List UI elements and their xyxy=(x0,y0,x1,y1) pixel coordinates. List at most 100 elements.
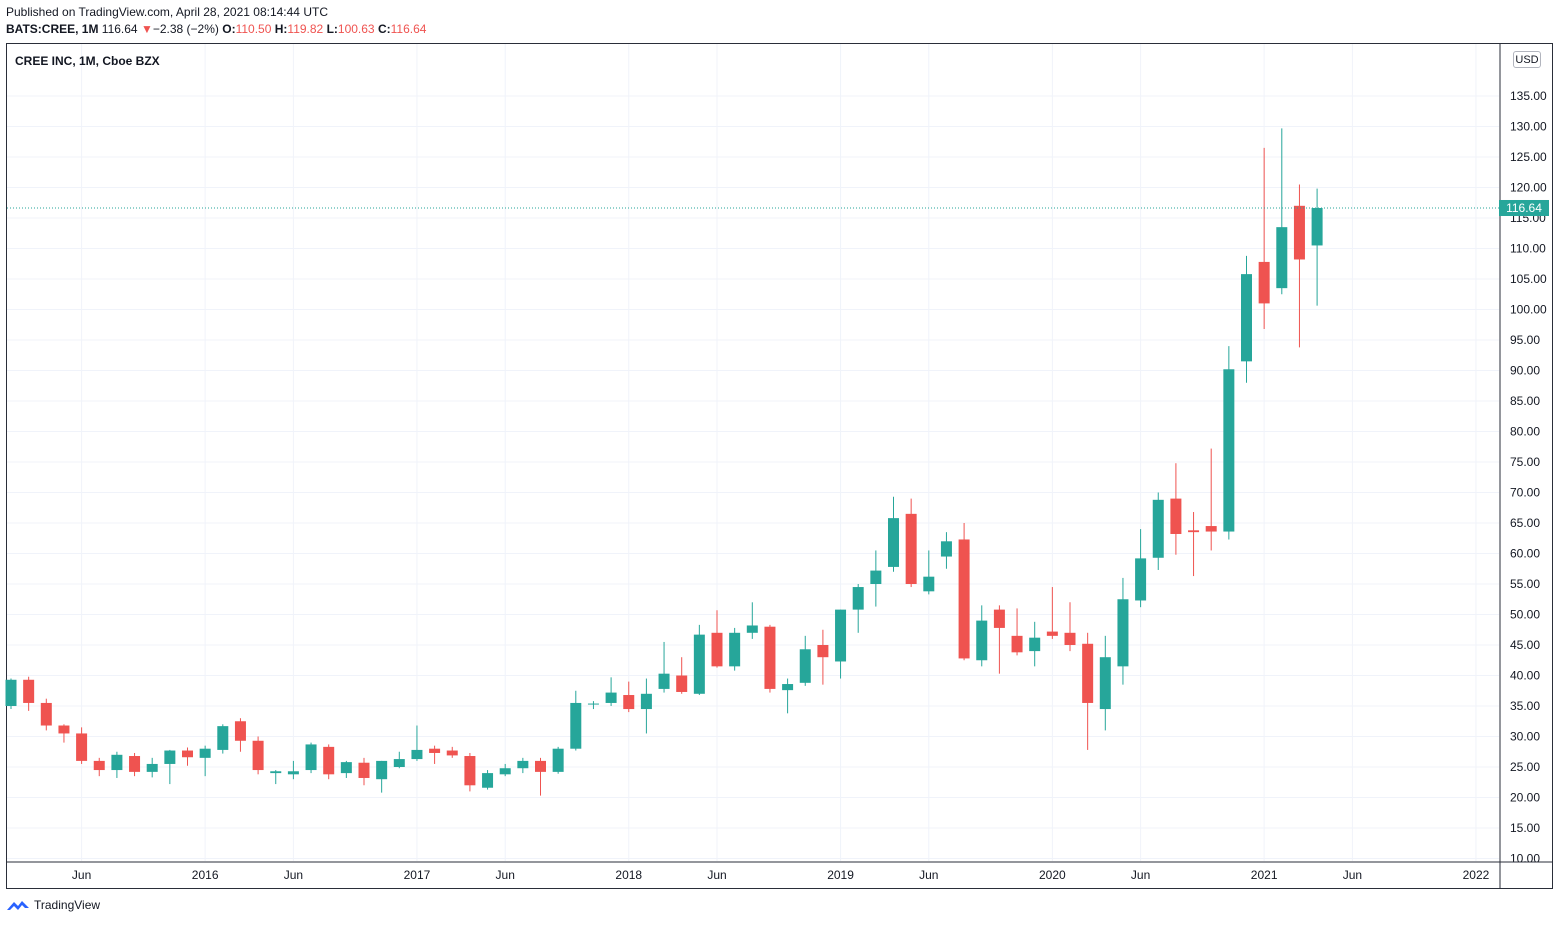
y-tick-label: 60.00 xyxy=(1510,547,1540,561)
candle-body xyxy=(499,768,511,775)
y-tick-label: 105.00 xyxy=(1510,272,1547,286)
last-price-tag xyxy=(1499,199,1549,216)
candle-body xyxy=(1099,657,1111,710)
candle-body xyxy=(711,632,723,667)
x-tick-label: 2020 xyxy=(1039,868,1066,882)
y-tick-label: 10.00 xyxy=(1510,852,1540,866)
candle-body xyxy=(446,750,458,756)
y-tick-label: 75.00 xyxy=(1510,455,1540,469)
y-tick-label: 110.00 xyxy=(1510,242,1546,256)
high-value: 119.82 xyxy=(287,22,324,36)
footer-brand-label: TradingView xyxy=(34,898,101,912)
candle-body xyxy=(1205,526,1217,532)
footer-brand[interactable]: TradingView xyxy=(6,898,100,912)
candle-body xyxy=(464,756,476,786)
candle-body xyxy=(940,541,952,557)
candle-body xyxy=(729,632,741,667)
candle-body xyxy=(234,721,246,741)
currency-button[interactable]: USD xyxy=(1513,51,1541,68)
candle-body xyxy=(958,539,970,659)
x-tick-label: Jun xyxy=(284,868,303,882)
candle-body xyxy=(1135,558,1147,601)
y-tick-label: 45.00 xyxy=(1510,638,1540,652)
candle-body xyxy=(835,609,847,662)
candle-body xyxy=(1082,643,1094,703)
candle-body xyxy=(58,725,70,734)
candle-body xyxy=(764,626,776,689)
candle-body xyxy=(146,763,158,772)
candle-body xyxy=(93,760,105,771)
candle-body xyxy=(1293,205,1305,260)
candle-body xyxy=(1046,631,1058,636)
candle-body xyxy=(552,748,564,772)
candle-body xyxy=(1064,632,1076,645)
x-tick-label: 2016 xyxy=(192,868,219,882)
candle-body xyxy=(888,518,899,567)
candle-body xyxy=(199,748,211,758)
y-tick-label: 65.00 xyxy=(1510,516,1540,530)
candle-body xyxy=(870,570,882,584)
candle-body xyxy=(393,759,405,767)
y-tick-label: 25.00 xyxy=(1510,760,1540,774)
x-tick-label: Jun xyxy=(1131,868,1150,882)
y-tick-label: 30.00 xyxy=(1510,730,1540,744)
candle-body xyxy=(429,748,441,753)
y-tick-label: 15.00 xyxy=(1510,821,1540,835)
x-tick-label: 2022 xyxy=(1463,868,1490,882)
candle-body xyxy=(1188,530,1200,533)
candle-body xyxy=(517,760,529,769)
open-label: O: xyxy=(222,22,236,36)
tradingview-logo-icon xyxy=(7,901,29,910)
candle-body xyxy=(40,702,52,726)
candle-body xyxy=(5,679,17,706)
x-tick-label: Jun xyxy=(72,868,91,882)
candle-body xyxy=(658,673,670,689)
y-tick-label: 70.00 xyxy=(1510,486,1540,500)
y-tick-label: 95.00 xyxy=(1510,333,1540,347)
candle-body xyxy=(640,693,652,710)
x-tick-label: Jun xyxy=(919,868,938,882)
candle-body xyxy=(1241,274,1252,362)
close-label: C: xyxy=(377,22,391,36)
x-tick-label: Jun xyxy=(707,868,726,882)
candle-body xyxy=(1011,635,1023,653)
y-tick-label: 20.00 xyxy=(1510,791,1540,805)
y-tick-label: 50.00 xyxy=(1510,608,1540,622)
candle-body xyxy=(535,760,546,772)
y-tick-label: 120.00 xyxy=(1510,181,1547,195)
y-tick-label: 35.00 xyxy=(1510,699,1540,713)
candle-body xyxy=(976,620,988,661)
candle-body xyxy=(587,703,599,705)
candle-body xyxy=(217,726,229,750)
candle-body xyxy=(111,754,123,771)
candle-body xyxy=(411,749,423,760)
candle-body xyxy=(570,702,582,749)
candle-body xyxy=(270,771,282,774)
x-tick-label: 2021 xyxy=(1251,868,1278,882)
change-value: −2.38 (−2%) xyxy=(152,22,219,36)
y-tick-label: 80.00 xyxy=(1510,425,1540,439)
candle-body xyxy=(23,679,35,703)
ohlc-legend: BATS:CREE, 1M 116.64 ▼−2.38 (−2%) O:110.… xyxy=(6,22,426,36)
open-value: 110.50 xyxy=(235,22,272,36)
chart-frame xyxy=(6,43,1553,889)
candle-body xyxy=(252,740,264,771)
y-tick-label: 85.00 xyxy=(1510,394,1540,408)
candle-body xyxy=(1276,227,1288,289)
candle-body xyxy=(799,649,811,683)
candle-body xyxy=(605,692,617,703)
candle-body xyxy=(1311,207,1323,246)
y-tick-label: 135.00 xyxy=(1510,89,1547,103)
candle-body xyxy=(482,773,494,788)
candle-body xyxy=(1117,599,1129,667)
chart-legend-title: CREE INC, 1M, Cboe BZX xyxy=(15,54,160,68)
published-line: Published on TradingView.com, April 28, … xyxy=(6,5,328,19)
candle-body xyxy=(905,513,917,584)
change-arrow: ▼ xyxy=(140,22,153,36)
y-tick-label: 125.00 xyxy=(1510,150,1547,164)
candle-body xyxy=(76,733,88,761)
candle-body xyxy=(1170,498,1182,534)
candle-body xyxy=(305,744,317,771)
y-tick-label: 130.00 xyxy=(1510,120,1547,134)
